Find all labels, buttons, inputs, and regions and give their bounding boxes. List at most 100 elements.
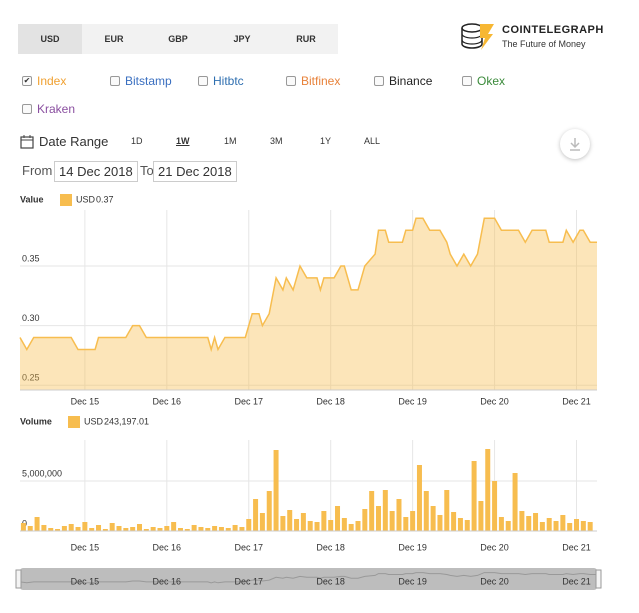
- navigator-label: Dec 17: [234, 576, 263, 586]
- bar: [519, 511, 525, 531]
- navigator: [20, 568, 597, 590]
- download-button[interactable]: [560, 129, 590, 159]
- checkbox[interactable]: [286, 76, 296, 86]
- checkbox[interactable]: [110, 76, 120, 86]
- navigator-handle[interactable]: [595, 569, 602, 589]
- currency-tab[interactable]: EUR: [104, 34, 124, 44]
- range-button[interactable]: 1Y: [320, 136, 332, 146]
- currency-tab[interactable]: RUR: [296, 34, 316, 44]
- bar: [218, 527, 224, 531]
- bar: [266, 491, 272, 531]
- bar: [96, 525, 102, 531]
- bar: [41, 525, 47, 531]
- bar: [321, 511, 327, 531]
- exchange-option[interactable]: Okex: [462, 74, 505, 88]
- y-tick-label: 0.30: [22, 313, 40, 323]
- bar: [457, 518, 463, 531]
- bar: [143, 529, 149, 531]
- bar: [109, 523, 115, 531]
- bar: [389, 511, 395, 531]
- bar: [184, 529, 190, 531]
- bar: [410, 511, 416, 531]
- checkbox[interactable]: [198, 76, 208, 86]
- bar: [567, 523, 573, 531]
- navigator-label: Dec 21: [562, 576, 591, 586]
- bar: [20, 523, 26, 531]
- bar: [102, 529, 108, 531]
- currency-tabs: USD EUR GBP JPY RUR: [18, 24, 338, 54]
- exchange-option[interactable]: Binance: [374, 74, 432, 88]
- bar: [587, 522, 593, 531]
- bar: [89, 528, 95, 531]
- exchange-option[interactable]: ✔ Index: [22, 74, 66, 88]
- bar: [546, 518, 552, 531]
- bar: [539, 522, 545, 531]
- exchange-option[interactable]: Hitbtc: [198, 74, 244, 88]
- bar: [526, 516, 532, 531]
- bar: [300, 513, 306, 531]
- bar: [34, 517, 40, 531]
- range-button[interactable]: 3M: [270, 136, 283, 146]
- exchange-option[interactable]: Bitfinex: [286, 74, 340, 88]
- legend-unit: USD: [84, 416, 104, 426]
- bar: [157, 528, 163, 531]
- bar: [55, 529, 61, 531]
- navigator-line: [19, 572, 597, 584]
- to-date[interactable]: 21 Dec 2018: [153, 161, 237, 182]
- bar: [246, 519, 252, 531]
- exchange-option[interactable]: Bitstamp: [110, 74, 172, 88]
- bar: [498, 517, 504, 531]
- exchange-label: Bitstamp: [125, 74, 172, 88]
- navigator-label: Dec 16: [153, 576, 182, 586]
- x-tick-label: Dec 19: [398, 542, 427, 552]
- area: [20, 218, 597, 390]
- bar: [225, 528, 231, 531]
- exchange-option[interactable]: Kraken: [22, 102, 75, 116]
- bar: [48, 528, 54, 531]
- bar: [314, 522, 320, 531]
- bar: [130, 527, 136, 531]
- checkbox[interactable]: [22, 104, 32, 114]
- navigator-label: Dec 18: [316, 576, 345, 586]
- bar: [232, 525, 238, 531]
- checkbox[interactable]: [374, 76, 384, 86]
- bar: [580, 521, 586, 531]
- bar: [362, 509, 368, 531]
- bar: [27, 526, 33, 531]
- from-date[interactable]: 14 Dec 2018: [54, 161, 138, 182]
- bar: [553, 521, 559, 531]
- x-tick-label: Dec 18: [316, 542, 345, 552]
- bar: [123, 528, 129, 531]
- bar: [287, 510, 293, 531]
- bar: [382, 490, 388, 531]
- navigator-label: Dec 20: [480, 576, 509, 586]
- bar: [396, 499, 402, 531]
- checkbox[interactable]: [462, 76, 472, 86]
- range-button[interactable]: ALL: [364, 136, 381, 146]
- navigator-label: Dec 15: [71, 576, 100, 586]
- y-tick-label: 0.25: [22, 373, 40, 383]
- bar: [280, 516, 286, 531]
- range-button[interactable]: 1D: [131, 136, 143, 146]
- bar: [341, 518, 347, 531]
- bar: [239, 527, 245, 531]
- x-tick-label: Dec 16: [153, 542, 182, 552]
- bar: [273, 450, 279, 531]
- range-button[interactable]: 1W: [176, 136, 190, 146]
- currency-tab[interactable]: USD: [18, 24, 82, 54]
- range-button[interactable]: 1M: [224, 136, 237, 146]
- currency-tab[interactable]: GBP: [168, 34, 188, 44]
- checkbox[interactable]: ✔: [22, 76, 32, 86]
- bar: [307, 521, 313, 531]
- currency-tab[interactable]: JPY: [233, 34, 251, 44]
- exchange-label: Index: [37, 74, 67, 88]
- from-label: From: [22, 163, 53, 178]
- x-tick-label: Dec 21: [562, 542, 591, 552]
- bar: [253, 499, 259, 531]
- calendar-icon: [20, 135, 34, 149]
- bar: [369, 491, 375, 531]
- navigator-handle[interactable]: [15, 569, 22, 589]
- bar: [403, 517, 409, 531]
- download-icon: [570, 138, 580, 151]
